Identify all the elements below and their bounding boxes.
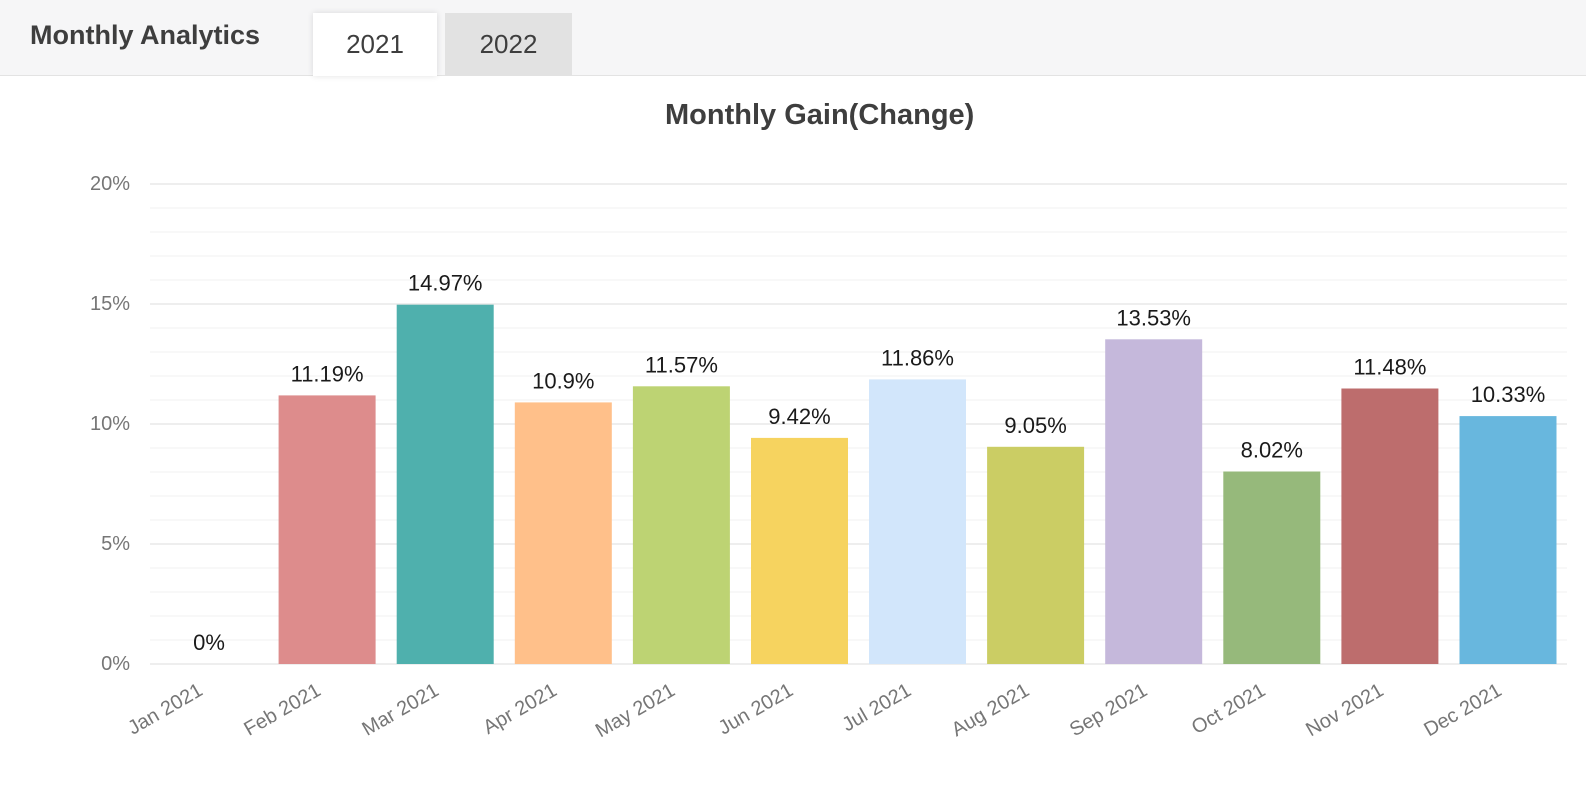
svg-text:May 2021: May 2021	[592, 679, 679, 742]
svg-text:9.42%: 9.42%	[768, 404, 830, 429]
svg-text:Mar 2021: Mar 2021	[359, 679, 443, 740]
svg-text:5%: 5%	[101, 533, 130, 555]
svg-text:0%: 0%	[193, 630, 225, 655]
svg-text:0%: 0%	[101, 653, 130, 675]
svg-text:11.19%: 11.19%	[291, 361, 364, 386]
svg-text:9.05%: 9.05%	[1004, 413, 1066, 438]
svg-text:11.57%: 11.57%	[645, 352, 718, 377]
svg-text:13.53%: 13.53%	[1116, 305, 1191, 330]
svg-text:Apr 2021: Apr 2021	[480, 679, 561, 739]
svg-text:11.86%: 11.86%	[881, 345, 954, 370]
svg-text:15%: 15%	[90, 293, 130, 315]
svg-text:Sep 2021: Sep 2021	[1066, 679, 1151, 741]
svg-text:14.97%: 14.97%	[408, 271, 483, 296]
svg-text:Dec 2021: Dec 2021	[1420, 679, 1505, 741]
svg-text:Aug 2021: Aug 2021	[948, 679, 1033, 741]
svg-text:8.02%: 8.02%	[1241, 438, 1303, 463]
svg-text:10.33%: 10.33%	[1471, 382, 1546, 407]
svg-text:10%: 10%	[90, 413, 130, 435]
svg-text:Oct 2021: Oct 2021	[1188, 679, 1269, 739]
svg-text:Jan 2021: Jan 2021	[124, 679, 206, 739]
svg-text:20%: 20%	[90, 173, 130, 195]
svg-text:Nov 2021: Nov 2021	[1302, 679, 1387, 741]
svg-text:11.48%: 11.48%	[1353, 355, 1426, 380]
svg-text:Jul 2021: Jul 2021	[839, 679, 915, 736]
svg-text:10.9%: 10.9%	[532, 368, 594, 393]
svg-text:Feb 2021: Feb 2021	[240, 679, 324, 740]
svg-text:Jun 2021: Jun 2021	[715, 679, 797, 739]
